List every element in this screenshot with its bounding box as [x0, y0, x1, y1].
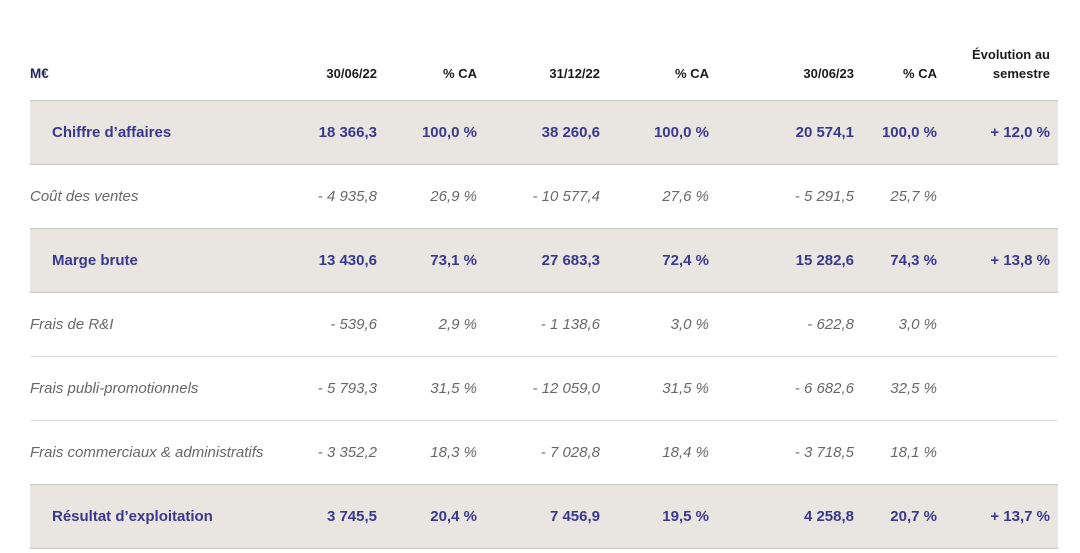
row-label: Frais commerciaux & administratifs: [30, 444, 264, 461]
column-header-pct-ca-3: % CA: [903, 66, 937, 82]
cell-value: 100,0 %: [854, 100, 937, 165]
table-row-cout-des-ventes: Coût des ventes - 4 935,8 26,9 % - 10 57…: [30, 165, 1058, 229]
cell-value: 26,9 %: [430, 188, 477, 205]
cell-value: 7 456,9: [477, 484, 600, 549]
cell-value: [937, 421, 1058, 485]
cell-value: 13 430,6: [280, 228, 377, 293]
header-row: M€ 30/06/22 % CA 31/12/22 % CA 30/06/23 …: [30, 0, 1058, 101]
row-label: Résultat d’exploitation: [30, 484, 280, 549]
table-row-frais-ri: Frais de R&I - 539,6 2,9 % - 1 138,6 3,0…: [30, 292, 1058, 357]
table-row-frais-publi-promotionnels: Frais publi-promotionnels - 5 793,3 31,5…: [30, 356, 1058, 421]
column-header-30-06-23: 30/06/23: [803, 66, 854, 82]
cell-value: 4 258,8: [709, 484, 854, 549]
cell-value: + 13,8 %: [937, 228, 1058, 293]
cell-value: 31,5 %: [600, 356, 709, 421]
row-label: Marge brute: [30, 228, 280, 293]
cell-value: 3,0 %: [854, 292, 937, 357]
cell-value: 27,6 %: [662, 188, 709, 205]
cell-value: 73,1 %: [377, 228, 477, 293]
column-header-evolution: Évolution au semestre: [972, 47, 1050, 82]
cell-value: + 12,0 %: [937, 100, 1058, 165]
row-label: Frais de R&I: [30, 292, 280, 357]
cell-value: - 10 577,4: [532, 188, 600, 205]
table-row-marge-brute: Marge brute 13 430,6 73,1 % 27 683,3 72,…: [30, 228, 1058, 293]
table-row-frais-commerciaux-administratifs: Frais commerciaux & administratifs - 3 3…: [30, 421, 1058, 485]
column-header-pct-ca-1: % CA: [443, 66, 477, 82]
cell-value: - 5 291,5: [794, 188, 854, 205]
cell-value: 74,3 %: [854, 228, 937, 293]
cell-value: 18,3 %: [430, 444, 477, 461]
row-label: Frais publi-promotionnels: [30, 356, 280, 421]
column-header-31-12-22: 31/12/22: [549, 66, 600, 82]
column-header-30-06-22: 30/06/22: [326, 66, 377, 82]
cell-value: 20,4 %: [377, 484, 477, 549]
cell-value: 25,7 %: [890, 188, 937, 205]
cell-value: 72,4 %: [600, 228, 709, 293]
cell-value: - 1 138,6: [477, 292, 600, 357]
cell-value: 19,5 %: [600, 484, 709, 549]
cell-value: + 13,7 %: [937, 484, 1058, 549]
column-header-pct-ca-2: % CA: [675, 66, 709, 82]
cell-value: - 5 793,3: [280, 356, 377, 421]
cell-value: - 7 028,8: [540, 444, 600, 461]
cell-value: - 622,8: [709, 292, 854, 357]
cell-value: - 539,6: [280, 292, 377, 357]
cell-value: 32,5 %: [854, 356, 937, 421]
cell-value: 3,0 %: [600, 292, 709, 357]
row-label: Coût des ventes: [30, 188, 139, 205]
cell-value: 3 745,5: [280, 484, 377, 549]
unit-header: M€: [30, 66, 49, 82]
cell-value: 18,1 %: [890, 444, 937, 461]
table-row-resultat-exploitation: Résultat d’exploitation 3 745,5 20,4 % 7…: [30, 484, 1058, 549]
cell-value: 31,5 %: [377, 356, 477, 421]
cell-value: 2,9 %: [377, 292, 477, 357]
cell-value: 20,7 %: [854, 484, 937, 549]
cell-value: 15 282,6: [709, 228, 854, 293]
cell-value: 100,0 %: [600, 100, 709, 165]
cell-value: [937, 165, 1058, 229]
cell-value: 38 260,6: [477, 100, 600, 165]
income-statement: M€ 30/06/22 % CA 31/12/22 % CA 30/06/23 …: [30, 0, 1058, 549]
cell-value: 18 366,3: [280, 100, 377, 165]
cell-value: - 4 935,8: [317, 188, 377, 205]
cell-value: - 12 059,0: [477, 356, 600, 421]
cell-value: 100,0 %: [377, 100, 477, 165]
cell-value: 20 574,1: [709, 100, 854, 165]
table-row-chiffre-affaires: Chiffre d’affaires 18 366,3 100,0 % 38 2…: [30, 100, 1058, 165]
income-statement-table: M€ 30/06/22 % CA 31/12/22 % CA 30/06/23 …: [30, 0, 1058, 549]
row-label: Chiffre d’affaires: [30, 100, 280, 165]
cell-value: 27 683,3: [477, 228, 600, 293]
cell-value: - 3 352,2: [317, 444, 377, 461]
cell-value: 18,4 %: [662, 444, 709, 461]
cell-value: [937, 292, 1058, 357]
cell-value: [937, 356, 1058, 421]
cell-value: - 6 682,6: [709, 356, 854, 421]
cell-value: - 3 718,5: [794, 444, 854, 461]
